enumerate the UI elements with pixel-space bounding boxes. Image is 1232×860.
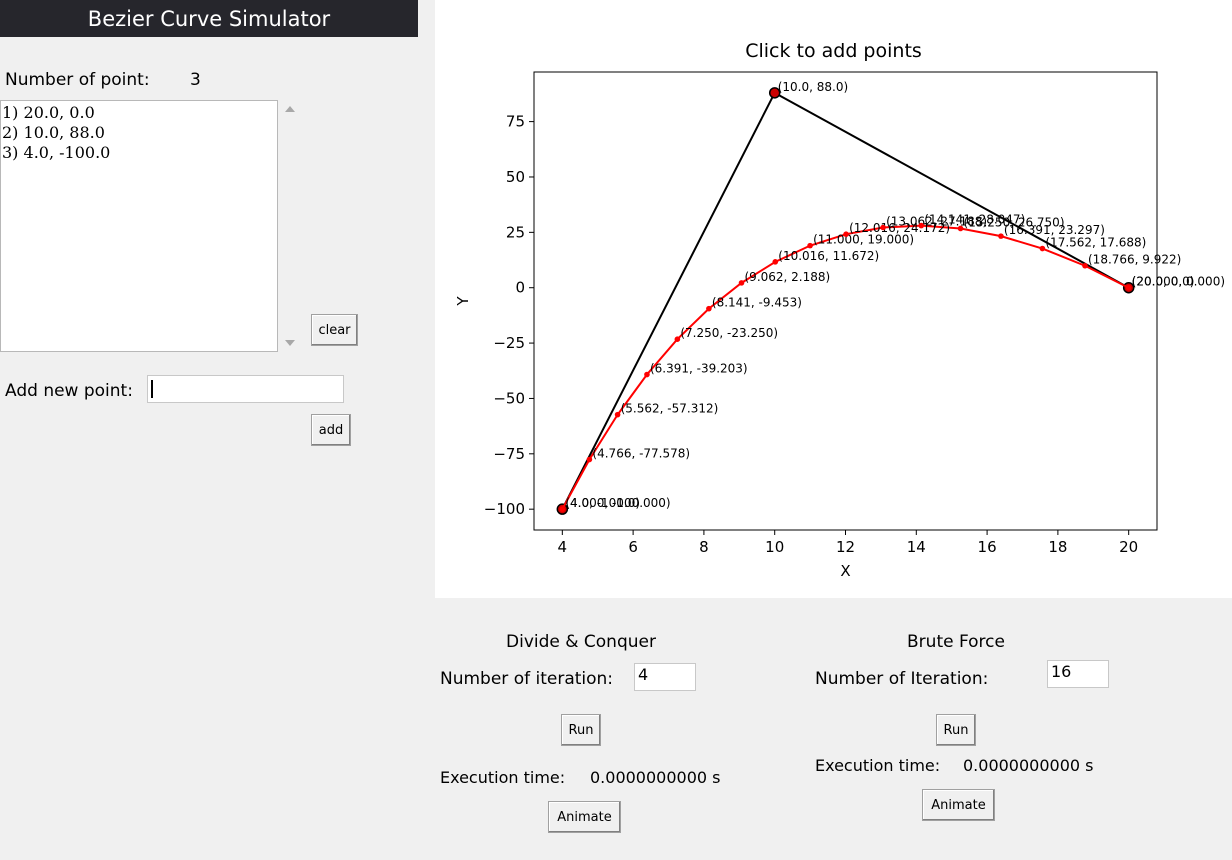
control-point-label: (4.0, -100.0)	[565, 496, 640, 510]
curve-point	[644, 371, 650, 378]
curve-point	[1125, 284, 1132, 291]
bf-iteration-input[interactable]: 16	[1047, 660, 1109, 688]
bf-title: Brute Force	[907, 632, 1005, 652]
curve-point	[772, 259, 779, 265]
scroll-down-arrow-icon[interactable]	[285, 340, 295, 346]
curve-point	[1039, 245, 1046, 252]
y-tick-label: −75	[493, 445, 525, 463]
curve-point	[586, 456, 593, 463]
dc-iteration-input[interactable]: 4	[634, 663, 696, 691]
curve-point	[1082, 262, 1088, 269]
clear-button[interactable]: clear	[311, 314, 358, 346]
curve-point-label: (15.250, 26.750)	[964, 215, 1065, 229]
add-point-label: Add new point:	[5, 381, 133, 401]
x-tick-label: 20	[1119, 538, 1138, 556]
y-tick-label: 25	[506, 223, 525, 241]
text-cursor	[151, 380, 153, 398]
dc-exec-time-label: Execution time:	[440, 768, 566, 787]
curve-point	[880, 224, 886, 231]
point-count-value: 3	[190, 70, 201, 90]
add-point-input[interactable]	[147, 375, 344, 403]
list-item[interactable]: 1) 20.0, 0.0	[2, 103, 95, 122]
curve-point-label: (16.391, 23.297)	[1004, 223, 1105, 237]
control-point-label: (20.0, 0.0)	[1132, 275, 1195, 289]
y-tick-label: 75	[506, 113, 525, 131]
list-item[interactable]: 3) 4.0, -100.0	[2, 143, 111, 162]
x-tick-label: 18	[1048, 538, 1067, 556]
curve-point-label: (18.766, 9.922)	[1088, 253, 1181, 267]
y-tick-label: 0	[515, 279, 525, 297]
control-point	[768, 87, 781, 99]
curve-point-label: (8.141, -9.453)	[712, 296, 802, 310]
bezier-chart[interactable]: 4 6 8 10 12 14 16 18 20 −100 −75 −50 −25 0 25 50 75 X Y (20…	[435, 0, 1232, 598]
dc-exec-time-value: 0.0000000000 s	[590, 768, 721, 787]
dc-title: Divide & Conquer	[506, 632, 656, 652]
curve-point	[559, 506, 566, 512]
curve-point	[614, 411, 621, 418]
x-tick-label: 16	[978, 538, 997, 556]
curve-point	[998, 233, 1004, 239]
y-tick-label: −100	[484, 500, 525, 518]
curve-point-label: (5.562, -57.312)	[621, 402, 719, 416]
curve-point-label: (9.062, 2.188)	[745, 270, 831, 284]
bf-iteration-label: Number of Iteration:	[815, 669, 989, 689]
x-axis-label: X	[840, 562, 850, 580]
points-list[interactable]: 1) 20.0, 0.0 2) 10.0, 88.0 3) 4.0, -100.…	[0, 100, 278, 352]
bf-run-button[interactable]: Run	[936, 714, 976, 746]
y-tick-label: 50	[506, 168, 525, 186]
curve-point-label: (6.391, -39.203)	[650, 362, 748, 376]
dc-animate-button[interactable]: Animate	[548, 801, 621, 833]
x-tick-label: 12	[836, 538, 855, 556]
curve-point-label: (13.062, 27.188)	[886, 214, 987, 228]
curve-point-label: (7.250, -23.250)	[680, 326, 778, 340]
bf-animate-button[interactable]: Animate	[922, 789, 995, 821]
plot-canvas[interactable]: Click to add points 4 6 8 10 12 14 16 18 20 −100 −…	[435, 0, 1232, 598]
axes-frame	[533, 71, 1158, 531]
y-tick-label: −25	[493, 334, 525, 352]
curve-point-label: (14.141, 28.047)	[924, 213, 1025, 227]
y-axis-label: Y	[454, 296, 472, 307]
x-tick-label: 6	[628, 538, 638, 556]
curve-point-label: (12.016, 24.172)	[849, 221, 950, 235]
point-count-label: Number of point:	[5, 70, 150, 90]
list-item[interactable]: 2) 10.0, 88.0	[2, 123, 105, 142]
dc-iteration-label: Number of iteration:	[440, 669, 614, 689]
curve-point	[738, 280, 745, 286]
x-tick-label: 8	[699, 538, 709, 556]
bezier-curve-line	[561, 224, 1130, 510]
dc-run-button[interactable]: Run	[561, 714, 601, 746]
add-button[interactable]: add	[311, 414, 351, 446]
x-tick-label: 4	[558, 538, 568, 556]
curve-point	[807, 242, 813, 249]
curve-point	[918, 222, 925, 229]
x-tick-label: 10	[765, 538, 784, 556]
scroll-up-arrow-icon[interactable]	[285, 106, 295, 112]
curve-point-label: (10.016, 11.672)	[778, 249, 879, 263]
curve-point	[843, 231, 849, 237]
control-point-label: (10.0, 88.0)	[778, 80, 848, 94]
app-title: Bezier Curve Simulator	[0, 0, 418, 37]
bf-exec-time-value: 0.0000000000 s	[963, 756, 1094, 775]
curve-point	[957, 225, 964, 232]
curve-point-label: (11.000, 19.000)	[813, 233, 914, 247]
curve-point	[706, 305, 712, 312]
curve-point	[674, 336, 681, 343]
curve-point-label: (4.766, -77.578)	[592, 447, 690, 461]
curve-point-label: (17.562, 17.688)	[1045, 236, 1146, 250]
points-list-scrollbar[interactable]	[281, 100, 299, 352]
curve-point-label: (4.000, -100.000)	[565, 496, 670, 510]
x-tick-label: 14	[907, 538, 926, 556]
y-tick-label: −50	[493, 389, 525, 407]
curve-point-label: (20.000, 0.000)	[1132, 275, 1225, 289]
bf-exec-time-label: Execution time:	[815, 756, 941, 775]
plot-title: Click to add points	[745, 40, 922, 62]
